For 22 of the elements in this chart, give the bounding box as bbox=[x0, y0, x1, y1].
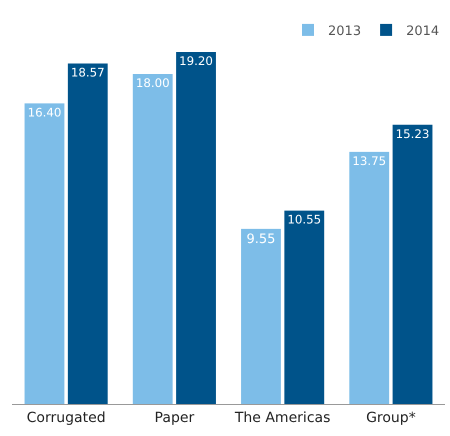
x-tick-label: Paper bbox=[154, 410, 194, 426]
data-label: 9.55 bbox=[246, 232, 276, 247]
legend-label: 2013 bbox=[328, 24, 362, 39]
data-label: 15.23 bbox=[396, 126, 430, 141]
bar bbox=[349, 152, 390, 404]
bar bbox=[68, 64, 108, 404]
x-tick-label: Group* bbox=[366, 410, 416, 426]
x-tick-label: The Americas bbox=[234, 410, 330, 426]
legend-label: 2014 bbox=[406, 24, 440, 39]
bar bbox=[24, 103, 64, 404]
bar bbox=[284, 210, 324, 404]
data-label: 16.40 bbox=[28, 105, 62, 120]
bar bbox=[176, 52, 216, 404]
x-tick-label: Corrugated bbox=[26, 410, 106, 426]
data-label: 10.55 bbox=[287, 212, 322, 227]
data-label: 18.00 bbox=[136, 76, 170, 90]
bar bbox=[392, 124, 432, 404]
data-label: 13.75 bbox=[352, 154, 386, 168]
data-label: 19.20 bbox=[179, 54, 213, 68]
bar bbox=[241, 228, 281, 404]
bar bbox=[132, 74, 173, 404]
data-label: 18.57 bbox=[70, 66, 105, 80]
